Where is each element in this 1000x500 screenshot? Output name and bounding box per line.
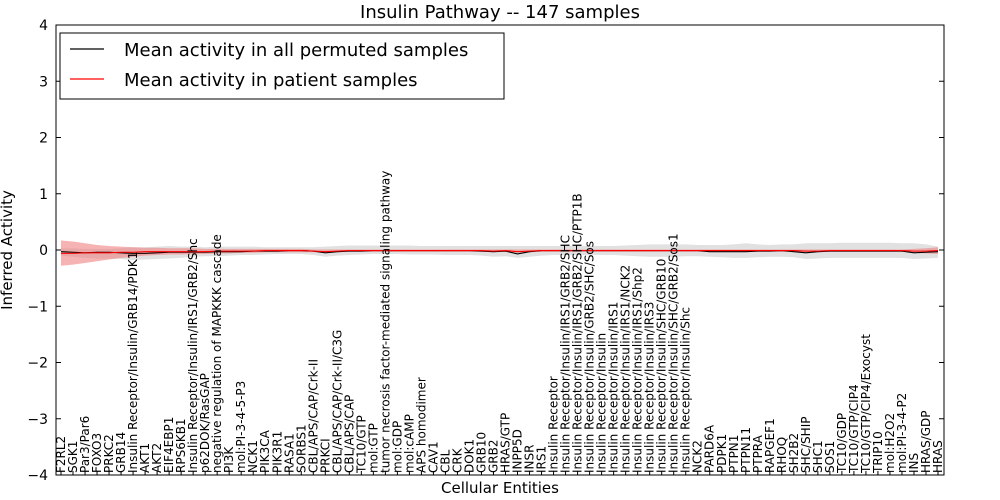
category-label: SORBS1 (294, 424, 308, 473)
category-label: INS (907, 453, 921, 473)
category-label: PIK3CA (258, 429, 272, 473)
category-label: mol:PI-3-4-5-P3 (234, 381, 248, 473)
category-label: Insulin Receptor/Insulin/IRS3 (643, 302, 657, 473)
category-label: SHC1 (811, 440, 825, 473)
category-label: IRS1 (535, 446, 549, 473)
y-tick-label: −4 (27, 468, 48, 484)
category-label: PRKCI (318, 438, 332, 473)
y-tick-label: −3 (27, 412, 48, 428)
category-label: Insulin Receptor/Insulin/IRS1/GRB2/SHC/P… (571, 193, 585, 473)
category-label: Insulin Receptor/Insulin/IRS1/NCK2 (619, 265, 633, 473)
category-label: HRAS/GDP (919, 410, 933, 473)
category-label: SH2B2 (787, 433, 801, 473)
line-series-0 (60, 250, 939, 255)
x-axis-label: Cellular Entities (441, 479, 559, 497)
category-labels: F2RL2SGK1Par3/Par6FOXO3PRKC2GRB14Insulin… (54, 171, 945, 474)
category-label: TC10/GTP/CIP4 (847, 384, 861, 474)
category-label: CAV1 (426, 441, 440, 473)
category-label: TC10/GDP (835, 413, 849, 474)
category-label: Insulin Receptor/Insulin/SHC/GRB10 (655, 259, 669, 473)
category-label: negative regulation of MAPKKK cascade (210, 234, 224, 473)
y-axis-label: Inferred Activity (0, 190, 16, 310)
category-label: PI3K (222, 446, 236, 473)
y-tick-label: −1 (27, 299, 48, 315)
category-label: Insulin Receptor/Insulin/GRB2/SHC/Sos (583, 241, 597, 473)
category-label: mol:H2O2 (883, 413, 897, 473)
category-label: HRAS (931, 440, 945, 473)
category-label: p62DOK/RasGAP (198, 373, 212, 473)
category-label: TRIP10 (871, 431, 885, 474)
legend: Mean activity in all permuted samples Me… (59, 32, 505, 100)
category-label: SOS1 (823, 441, 837, 473)
category-label: Insulin Receptor (547, 376, 561, 473)
category-label: SGK1 (66, 441, 80, 473)
category-label: mol:GDP (390, 421, 404, 473)
category-label: TC10/GTP (354, 415, 368, 474)
category-label: HRAS/GTP (499, 413, 513, 473)
category-label: mol:PI-3-4-P2 (895, 393, 909, 473)
category-label: Par3/Par6 (78, 416, 92, 473)
category-label: Insulin Receptor/Insulin/SHC/GRB2/Sos1 (667, 233, 681, 473)
category-label: RASA1 (282, 433, 296, 473)
legend-box (59, 32, 505, 100)
category-label: NCK1 (246, 440, 260, 473)
category-label: INSR (523, 445, 537, 473)
category-label: CBL/APS/CAP (342, 395, 356, 473)
category-label: PTPN11 (739, 427, 753, 473)
category-label: GRB2 (486, 439, 500, 473)
category-label: AKT2 (150, 443, 164, 473)
y-tick-label: 1 (39, 187, 48, 203)
category-label: TC10/GTP/CIP4/Exocyst (859, 334, 873, 474)
category-label: PRKC2 (102, 434, 116, 473)
legend-label-permuted: Mean activity in all permuted samples (124, 40, 468, 61)
category-label: PIK3R1 (270, 431, 284, 473)
category-label: AKT1 (138, 443, 152, 473)
series-lines (60, 250, 939, 255)
category-label: GRB14 (114, 432, 128, 473)
category-label: APS homodimer (414, 377, 428, 473)
category-label: RAPGEF1 (763, 418, 777, 473)
category-label: Insulin Receptor/Insulin/GRB14/PDK1 (126, 252, 140, 473)
category-label: INPP5D (511, 429, 525, 473)
category-label: DOK1 (462, 439, 476, 473)
category-label: SHC/SHIP (799, 417, 813, 473)
category-label: PTPN1 (727, 435, 741, 473)
category-label: Insulin Receptor/Insulin/IRS1/Shp2 (631, 267, 645, 473)
category-label: GRB10 (474, 432, 488, 473)
line-series-1 (61, 250, 939, 254)
y-axis-ticks: −4 −3 −2 −1 0 1 2 3 4 (27, 18, 944, 484)
category-label: tumor necrosis factor-mediated signaling… (378, 171, 392, 473)
x-axis-ticks (60, 471, 939, 475)
category-label: EIF4EBP1 (162, 417, 176, 473)
category-label: Insulin Receptor/Insulin/IRS1/GRB2/SHC (559, 235, 573, 473)
category-label: NCK2 (691, 440, 705, 473)
category-label: Insulin Receptor/Insulin/IRS1 (607, 302, 621, 473)
category-label: PARD6A (703, 424, 717, 473)
category-label: Insulin Receptor/Insulin (595, 333, 609, 473)
category-label: CBL/APS/CAP/Crk-II (306, 359, 320, 473)
category-label: RHOQ (775, 437, 789, 473)
category-label: Insulin Receptor/Insulin/Shc (679, 307, 693, 473)
category-label: PTPRA (751, 434, 765, 473)
y-tick-label: −2 (27, 356, 48, 372)
category-label: CBL/APS/CAP/Crk-II/C3G (330, 330, 344, 473)
legend-label-patient: Mean activity in patient samples (124, 70, 418, 91)
category-label: PDPK1 (715, 434, 729, 473)
category-label: FOXO3 (90, 433, 104, 473)
chart-title: Insulin Pathway -- 147 samples (360, 2, 640, 23)
y-tick-label: 0 (39, 243, 48, 259)
category-label: F2RL2 (54, 436, 68, 473)
category-label: mol:GTP (366, 423, 380, 473)
y-tick-label: 3 (39, 74, 48, 90)
category-label: CBL (438, 449, 452, 473)
y-tick-label: 4 (39, 18, 48, 34)
category-label: Insulin Receptor/Insulin/IRS1/GRB2/Shc (186, 238, 200, 473)
plot-frame (55, 24, 945, 476)
category-label: RPS6KB1 (174, 418, 188, 473)
y-tick-label: 2 (39, 131, 48, 147)
category-label: CRK (450, 447, 464, 473)
category-label: mol:cAMP (402, 414, 416, 473)
